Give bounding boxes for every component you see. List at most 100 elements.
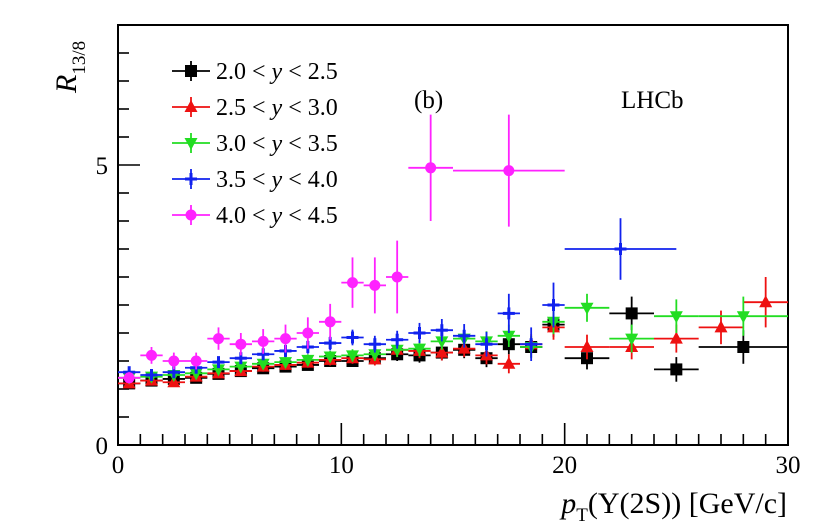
data-marker: [670, 363, 683, 376]
data-marker: [435, 324, 448, 337]
data-point: [564, 334, 610, 360]
data-series: [118, 114, 788, 390]
data-point: [453, 114, 565, 227]
data-point: [386, 330, 409, 349]
legend-label: 4.0 < y < 4.5: [216, 203, 338, 229]
data-point: [118, 372, 141, 384]
data-marker: [580, 302, 594, 315]
legend-item: 2.0 < y < 2.5: [172, 59, 338, 85]
data-point: [497, 354, 520, 374]
data-point: [743, 277, 788, 328]
data-point: [274, 357, 297, 370]
data-point: [319, 350, 342, 364]
data-marker: [458, 329, 471, 342]
data-point: [520, 327, 543, 361]
data-point: [296, 317, 319, 349]
data-marker: [302, 327, 314, 339]
data-point: [609, 324, 654, 353]
data-point: [698, 330, 788, 364]
data-marker: [502, 330, 516, 343]
data-marker: [279, 357, 292, 370]
data-point: [654, 357, 699, 382]
legend-item: 2.5 < y < 3.0: [172, 95, 338, 121]
data-point: [341, 257, 364, 308]
x-tick-label: 0: [112, 452, 125, 479]
data-marker: [503, 165, 515, 177]
data-point: [162, 352, 185, 370]
data-marker: [235, 338, 247, 350]
data-marker: [123, 372, 135, 384]
panel-label: (b): [414, 87, 443, 114]
data-marker: [413, 343, 426, 356]
data-point: [408, 322, 431, 344]
data-marker: [168, 355, 180, 367]
data-marker: [390, 344, 404, 357]
data-point: [408, 114, 453, 221]
data-marker: [502, 307, 515, 320]
data-marker: [580, 340, 594, 352]
data-marker: [146, 349, 157, 361]
data-marker: [368, 338, 381, 351]
data-marker: [145, 369, 158, 381]
legend: 2.0 < y < 2.5 2.5 < y < 3.0 3.0 < y < 3.5 3…: [172, 59, 338, 229]
legend-label: 2.0 < y < 2.5: [216, 59, 338, 85]
data-marker: [737, 341, 750, 353]
data-marker: [190, 355, 202, 367]
legend-marker: [184, 138, 198, 150]
legend-marker: [185, 173, 197, 185]
legend-item: 3.5 < y < 4.0: [172, 167, 338, 193]
data-point: [363, 335, 386, 353]
data-marker: [391, 333, 404, 346]
data-marker: [346, 331, 359, 344]
experiment-label: LHCb: [621, 87, 684, 114]
data-point: [274, 324, 297, 353]
data-marker: [212, 364, 225, 377]
data-marker: [257, 335, 269, 347]
data-point: [363, 257, 386, 314]
data-marker: [714, 320, 728, 333]
data-point: [497, 293, 520, 333]
data-marker: [625, 333, 639, 346]
data-marker: [736, 311, 750, 324]
data-point: [140, 347, 163, 364]
data-point: [542, 282, 565, 328]
legend-label: 2.5 < y < 3.0: [216, 95, 338, 121]
x-tick-label: 30: [776, 452, 801, 479]
data-point: [698, 296, 788, 336]
data-marker: [457, 341, 471, 354]
legend-marker: [185, 209, 197, 221]
data-marker: [480, 338, 493, 351]
data-point: [185, 352, 208, 370]
series-5: [118, 114, 565, 384]
data-marker: [347, 277, 358, 289]
data-marker: [234, 361, 248, 374]
data-point: [430, 319, 453, 342]
data-marker: [625, 307, 638, 320]
data-marker: [435, 345, 449, 358]
data-marker: [280, 333, 291, 345]
data-marker: [547, 299, 560, 311]
data-point: [654, 299, 699, 333]
legend-marker: [184, 100, 198, 112]
data-marker: [189, 368, 203, 381]
data-marker: [669, 331, 683, 344]
data-point: [564, 293, 610, 322]
legend-item: 3.0 < y < 3.5: [172, 131, 338, 157]
data-marker: [425, 162, 437, 174]
data-marker: [669, 311, 683, 324]
x-axis-title: pT(Υ(2S)) [GeV/c]: [559, 487, 787, 526]
data-point: [341, 349, 364, 363]
data-marker: [256, 358, 270, 371]
axis-ticks: [117, 24, 789, 446]
y-axis-title: R13/8: [50, 41, 90, 94]
data-marker: [368, 349, 382, 362]
series-4: [118, 218, 677, 381]
y-tick-label: 0: [96, 433, 109, 460]
x-tick-label: 20: [552, 452, 577, 479]
legend-item: 4.0 < y < 4.5: [172, 203, 338, 229]
plot-frame: [117, 24, 789, 446]
data-marker: [324, 316, 336, 328]
data-point: [453, 324, 476, 348]
data-marker: [369, 279, 381, 291]
x-tick-label: 10: [329, 452, 354, 479]
